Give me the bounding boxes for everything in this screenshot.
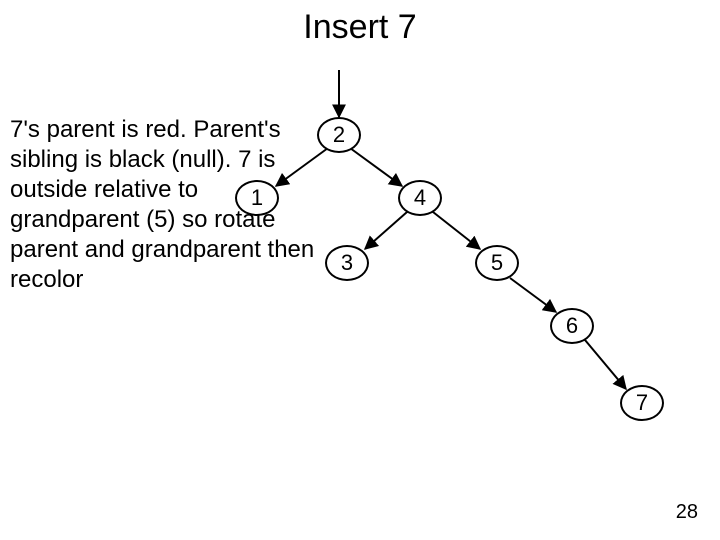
tree-node-3: 3	[325, 245, 369, 281]
tree-node-5: 5	[475, 245, 519, 281]
tree-edge	[365, 212, 407, 249]
tree-node-4: 4	[398, 180, 442, 216]
tree-node-6: 6	[550, 308, 594, 344]
tree-edge	[433, 212, 480, 249]
tree-node-7: 7	[620, 385, 664, 421]
tree-edge	[585, 340, 626, 389]
tree-node-2: 2	[317, 117, 361, 153]
tree-edge	[510, 278, 556, 312]
page-number: 28	[676, 501, 698, 524]
description-text: 7's parent is red. Parent's sibling is b…	[10, 115, 330, 295]
tree-node-1: 1	[235, 180, 279, 216]
page-title: Insert 7	[303, 8, 416, 47]
tree-edge	[350, 148, 402, 186]
